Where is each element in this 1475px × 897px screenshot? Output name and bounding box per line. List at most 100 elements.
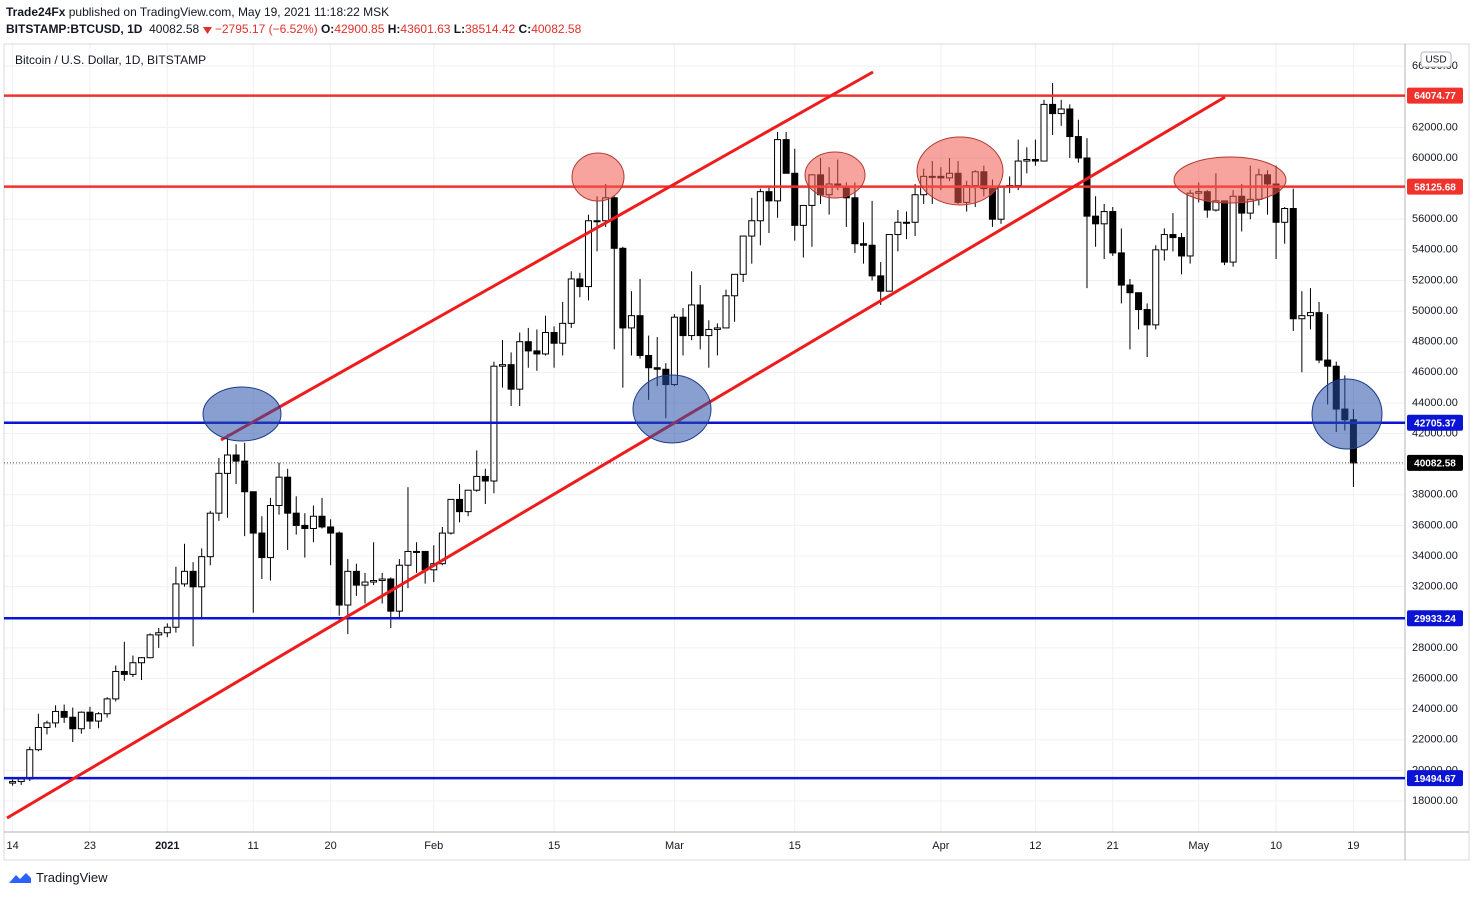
candle-body [885, 234, 893, 292]
chart-frame [3, 43, 1470, 861]
y-tick-label: 32000.00 [1412, 581, 1458, 593]
author: Trade24Fx [6, 5, 66, 19]
level-tag [1407, 87, 1463, 104]
candle-body [593, 220, 601, 223]
candle-body [301, 524, 309, 529]
candle-body [95, 713, 103, 722]
x-tick-label: 2021 [155, 840, 179, 852]
candle-body [739, 235, 747, 275]
close-label: C: [518, 22, 532, 36]
candle-body [1324, 359, 1332, 367]
candle-body [1220, 200, 1229, 263]
candle-body [524, 341, 532, 352]
y-tick-label: 24000.00 [1412, 703, 1458, 715]
candle-body [670, 316, 678, 386]
x-tick-label: 15 [789, 840, 801, 852]
x-tick-label: Feb [424, 840, 443, 852]
x-tick-label: Mar [665, 840, 684, 852]
published: published on TradingView.com, May 19, 20… [68, 5, 390, 19]
candle-body [619, 247, 627, 329]
level-tag [1407, 610, 1463, 627]
candle-body [860, 243, 868, 246]
candle-body [1298, 315, 1306, 320]
support-circle [202, 386, 282, 442]
candle-body [1126, 284, 1134, 294]
x-tick-label: 20 [324, 840, 336, 852]
x-tick-label: 19 [1347, 840, 1359, 852]
candle-body [756, 191, 764, 222]
chart-title: Bitcoin / U.S. Dollar, 1D, BITSTAMP [15, 53, 206, 67]
candle-body [120, 670, 128, 675]
candle-body [327, 526, 335, 534]
candle-body [1066, 108, 1074, 138]
candle-body [1169, 234, 1177, 239]
candle-body [602, 197, 610, 222]
price-tags: 64074.77 58125.68 42705.37 29933.24 19494.67… [1407, 87, 1463, 787]
y-tick-label: 38000.00 [1412, 489, 1458, 501]
candle-body [567, 278, 575, 324]
candle-body [705, 328, 713, 337]
y-tick-label: 22000.00 [1412, 734, 1458, 746]
x-tick-label: 12 [1029, 840, 1041, 852]
candle-body [1109, 211, 1117, 254]
channel-lower [6, 95, 1226, 820]
candle-body [799, 204, 807, 226]
candle-body [533, 350, 541, 355]
candle-body [748, 220, 756, 237]
x-tick-label: 15 [548, 840, 560, 852]
y-tick-label: 48000.00 [1412, 336, 1458, 348]
last-price-tag [1407, 454, 1463, 471]
candle-body [550, 332, 558, 344]
low-label: L: [453, 22, 466, 36]
candle-body [1152, 249, 1160, 326]
x-tick-label: 10 [1270, 840, 1282, 852]
candle-body [318, 515, 326, 528]
candle-body [172, 583, 180, 628]
candle-body [473, 475, 481, 491]
brand: TradingView [36, 870, 108, 885]
resistance-circle [804, 151, 866, 199]
candle-body [352, 570, 360, 586]
candle-body [851, 197, 859, 245]
footer: TradingView [8, 870, 108, 885]
candle-body [1186, 192, 1194, 257]
candle-body [60, 710, 68, 718]
y-tick-label: 26000.00 [1412, 672, 1458, 684]
candle-body [361, 581, 369, 586]
candle-body [112, 670, 120, 700]
channel-upper [220, 70, 874, 442]
support-circle [632, 374, 712, 444]
y-tick-label: 54000.00 [1412, 244, 1458, 256]
candle-body [868, 244, 876, 277]
down-arrow [202, 26, 212, 34]
candle-body [627, 315, 635, 329]
symbol: BITSTAMP:BTCUSD, 1D [6, 22, 143, 36]
candle-body [52, 710, 60, 724]
close-value: 40082.58 [531, 22, 582, 36]
candle-body [344, 570, 352, 606]
level-tag-label: 29933.24 [1414, 614, 1456, 625]
candle-body [266, 505, 274, 559]
candle-body [77, 711, 85, 730]
y-tick-label: 62000.00 [1412, 121, 1458, 133]
candle-body [507, 364, 515, 390]
candle-body [1049, 103, 1057, 115]
candle-body [1031, 159, 1039, 162]
candle-body [180, 570, 189, 585]
support-circle [1311, 378, 1383, 450]
candle-body [1040, 103, 1048, 162]
candle-body [1117, 252, 1125, 286]
candle-body [438, 532, 446, 565]
candle-body [688, 304, 696, 337]
y-tick-label: 60000.00 [1412, 152, 1458, 164]
high-value: 43601.63 [400, 22, 451, 36]
candle-body [138, 657, 146, 664]
candle-body [997, 186, 1005, 220]
high-label: H: [387, 22, 401, 36]
candle-body [1092, 215, 1100, 225]
candle-body [645, 354, 653, 369]
level-tag-label: 19494.67 [1414, 774, 1456, 785]
candle-body [1229, 195, 1237, 263]
resistance-circle [916, 136, 1004, 206]
candle-body [791, 172, 799, 226]
